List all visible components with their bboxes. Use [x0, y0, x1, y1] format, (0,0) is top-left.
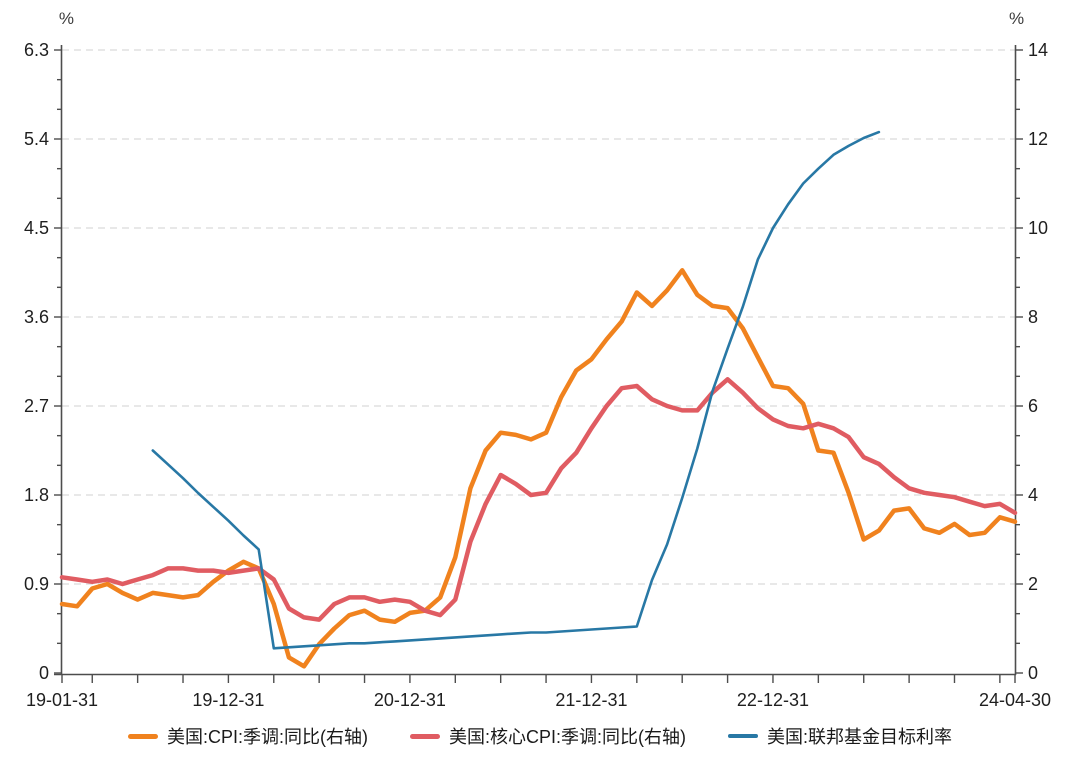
axis-labels: 0 0.9 1.8 2.7 3.6 4.5 5.4 6.3 0 2 4 6 8 10 12 14 19-01-3…	[24, 40, 1051, 710]
right-tick-label: 12	[1028, 129, 1048, 149]
left-tick-label: 0	[39, 663, 49, 683]
left-tick-label: 4.5	[24, 218, 49, 238]
legend-item-1: 美国:核心CPI:季调:同比(右轴)	[410, 723, 686, 749]
legend-swatch-2	[728, 734, 758, 738]
left-tick-label: 3.6	[24, 307, 49, 327]
legend-swatch-1	[410, 733, 440, 739]
x-tick-label: 20-12-31	[374, 690, 446, 710]
right-tick-label: 10	[1028, 218, 1048, 238]
x-tick-label: 19-12-31	[192, 690, 264, 710]
legend-label-1: 美国:核心CPI:季调:同比(右轴)	[449, 727, 686, 747]
right-tick-label: 0	[1028, 663, 1038, 683]
series-line-2	[151, 130, 881, 650]
right-tick-label: 6	[1028, 396, 1038, 416]
gridlines	[62, 49, 1015, 585]
left-tick-label: 6.3	[24, 40, 49, 60]
axes	[54, 45, 1023, 683]
legend: 美国:CPI:季调:同比(右轴) 美国:核心CPI:季调:同比(右轴) 美国:联邦基…	[0, 723, 1080, 749]
right-tick-label: 2	[1028, 574, 1038, 594]
right-axis-unit: %	[1009, 9, 1024, 28]
legend-item-2: 美国:联邦基金目标利率	[728, 723, 952, 749]
right-tick-label: 4	[1028, 485, 1038, 505]
series-line-1	[59, 377, 1018, 622]
left-tick-label: 5.4	[24, 129, 49, 149]
x-tick-label: 22-12-31	[737, 690, 809, 710]
legend-swatch-0	[128, 733, 158, 739]
legend-label-2: 美国:联邦基金目标利率	[767, 727, 952, 747]
series-line-0	[59, 268, 1018, 669]
left-tick-label: 2.7	[24, 396, 49, 416]
right-tick-label: 14	[1028, 40, 1048, 60]
left-tick-label: 0.9	[24, 574, 49, 594]
x-tick-label: 24-04-30	[979, 690, 1051, 710]
legend-item-0: 美国:CPI:季调:同比(右轴)	[128, 723, 368, 749]
x-tick-label: 19-01-31	[26, 690, 98, 710]
left-tick-label: 1.8	[24, 485, 49, 505]
series-lines	[59, 130, 1018, 669]
x-tick-label: 21-12-31	[555, 690, 627, 710]
right-tick-label: 8	[1028, 307, 1038, 327]
legend-label-0: 美国:CPI:季调:同比(右轴)	[167, 727, 368, 747]
left-axis-unit: %	[59, 9, 74, 28]
